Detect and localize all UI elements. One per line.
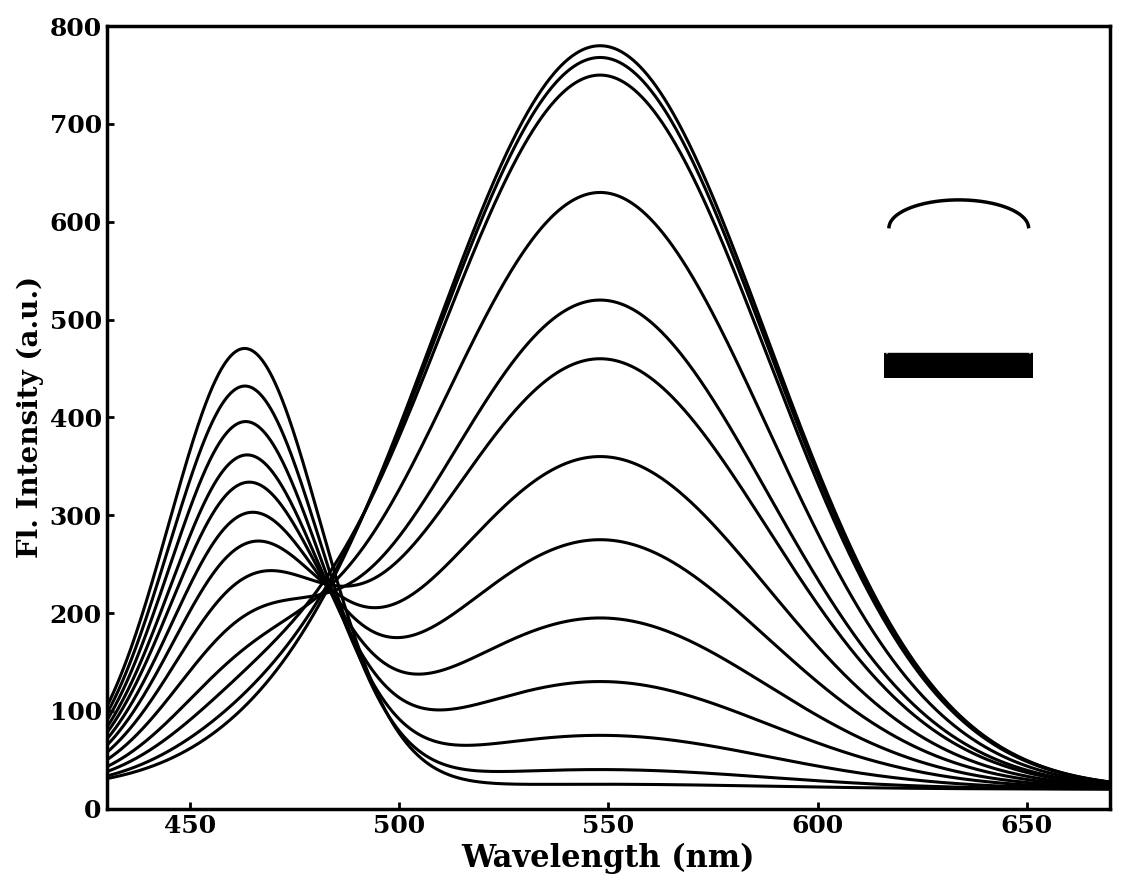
X-axis label: Wavelength (nm): Wavelength (nm) — [462, 843, 755, 874]
Y-axis label: Fl. Intensity (a.u.): Fl. Intensity (a.u.) — [17, 276, 44, 559]
